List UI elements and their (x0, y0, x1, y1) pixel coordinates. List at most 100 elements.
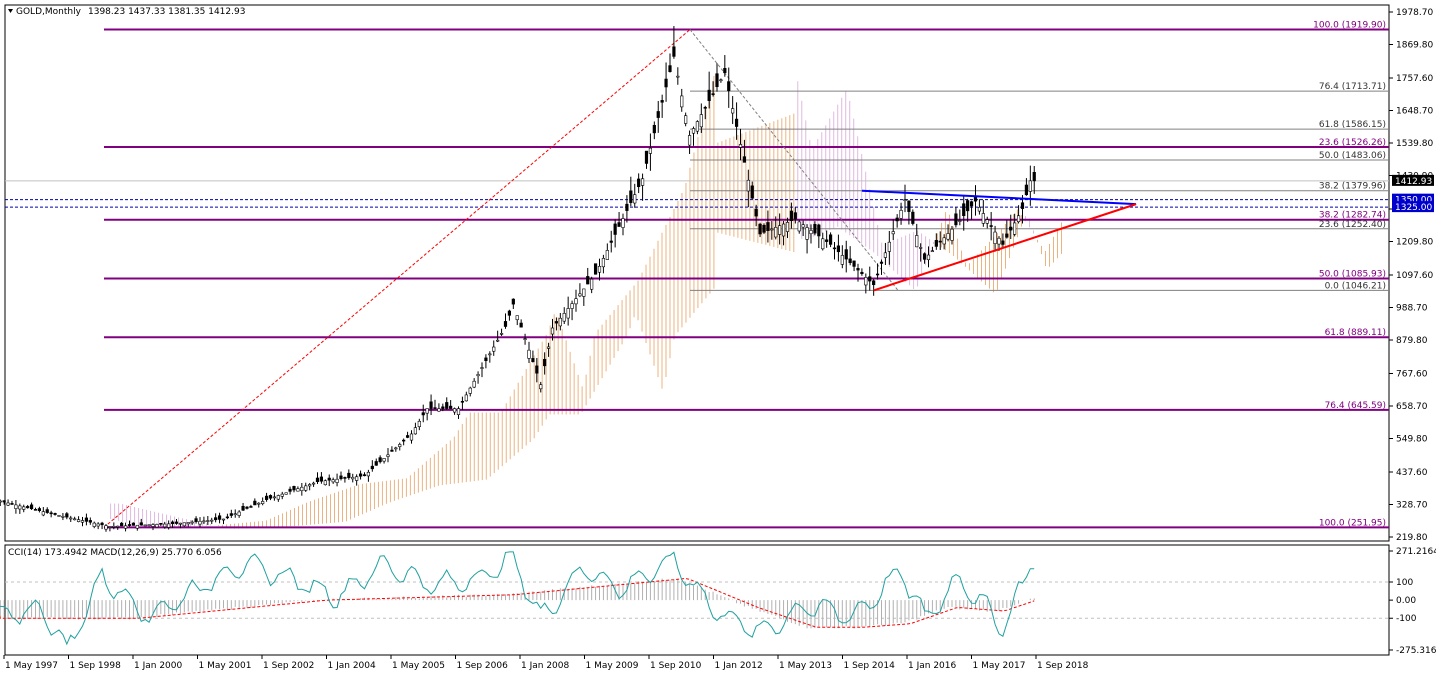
price-tick-label: 988.70 (1396, 303, 1428, 313)
time-axis: 1 May 1997 1 Sep 1998 1 Jan 2000 1 May 2001… (3, 655, 1089, 671)
candle-body (402, 439, 406, 442)
candle-body (809, 230, 813, 235)
candle-body (1009, 226, 1013, 231)
fib-long-label: 50.0 (1085.93) (1319, 269, 1386, 279)
candle-body (229, 513, 233, 516)
candle-body (456, 408, 461, 415)
price-tick-label: 328.70 (1396, 500, 1428, 510)
candle-body (856, 268, 860, 271)
fib-short-label: 50.0 (1483.06) (1319, 151, 1386, 161)
candle-body (629, 190, 633, 203)
candle-body (852, 260, 856, 267)
candle-body (813, 224, 817, 234)
candle-body (69, 517, 73, 520)
candle-body (304, 485, 308, 491)
candle-body (801, 224, 805, 228)
candle-body (437, 408, 441, 412)
fib-long-label: 76.4 (645.59) (1325, 401, 1386, 411)
candle-body (476, 374, 480, 377)
candle-body (92, 522, 96, 527)
candle-body (515, 315, 519, 321)
candle-body (104, 525, 108, 530)
candle-body (182, 522, 186, 527)
candle-body (523, 338, 527, 340)
candle-body (758, 223, 762, 235)
candle-body (123, 525, 128, 529)
horizontal-levels (5, 180, 1389, 208)
time-tick-label: 1 Sep 1998 (70, 661, 122, 671)
trendline-upper (861, 189, 1137, 206)
candle-body (828, 234, 833, 245)
candle-body (566, 308, 570, 319)
candle-body (206, 520, 210, 522)
candle-body (821, 238, 825, 250)
time-tick-label: 1 Sep 2018 (1037, 661, 1089, 671)
candle-body (656, 111, 660, 118)
candle-body (915, 235, 919, 248)
candle-body (159, 523, 163, 525)
level-1350-tag (1392, 193, 1434, 205)
price-tick-label: 549.80 (1396, 435, 1428, 445)
candle-body (417, 420, 421, 427)
candle-body (155, 524, 159, 528)
candle-body (574, 298, 578, 305)
candle-body (930, 250, 935, 253)
candle-body (723, 68, 727, 74)
price-tick-label: 219.80 (1396, 533, 1428, 543)
candle-body (10, 503, 14, 505)
candle-body (805, 227, 809, 240)
candle-body (170, 521, 175, 524)
candle-body (398, 444, 402, 447)
candle-body (452, 408, 457, 413)
candle-body (53, 513, 57, 515)
candle-body (770, 228, 774, 231)
candle-body (257, 502, 261, 505)
candle-body (84, 517, 89, 522)
candle-body (719, 79, 723, 82)
candle-body (684, 115, 688, 124)
candle-body (210, 519, 214, 522)
candle-body (1032, 172, 1036, 182)
candle-body (778, 225, 782, 235)
time-tick-label: 1 Sep 2006 (457, 661, 509, 671)
candle-body (296, 488, 300, 492)
candle-body (781, 223, 786, 237)
candle-body (958, 220, 962, 222)
candle-body (96, 523, 100, 527)
fib-short-label: 61.8 (1586.15) (1319, 120, 1386, 130)
candle-body (347, 472, 351, 479)
candle-body (88, 520, 92, 523)
candle-body (214, 517, 218, 521)
candle-body (546, 346, 551, 349)
candle-body (26, 506, 30, 509)
candle-body (797, 221, 801, 232)
candle-body (695, 121, 700, 132)
candle-body (186, 522, 190, 525)
candle-body (785, 222, 790, 232)
candle-body (127, 524, 132, 526)
time-tick-label: 1 May 2013 (779, 661, 832, 671)
ichimoku-cloud (110, 76, 1062, 529)
candle-body (1024, 184, 1029, 196)
candle-body (750, 185, 754, 199)
candle-body (503, 321, 508, 327)
candle-body (868, 276, 872, 282)
fib-long-label: 61.8 (889.11) (1325, 328, 1386, 338)
fib-short-label: 38.2 (1379.96) (1319, 182, 1386, 192)
candle-body (386, 454, 390, 457)
fib-short-label: 76.4 (1713.71) (1319, 82, 1386, 92)
candle-body (261, 501, 265, 504)
price-tick-label: 879.80 (1396, 336, 1428, 346)
candle-body (108, 526, 112, 528)
candle-body (883, 252, 888, 258)
indicator-label: CCI(14) 173.4942 MACD(12,26,9) 25.770 6.… (8, 548, 222, 558)
candle-body (578, 293, 582, 297)
candle-body (922, 253, 927, 260)
candle-body (531, 358, 535, 362)
dropdown-triangle-icon[interactable] (8, 9, 13, 13)
candle-body (268, 495, 273, 499)
candle-body (80, 520, 85, 523)
trendlines[interactable] (861, 189, 1137, 292)
